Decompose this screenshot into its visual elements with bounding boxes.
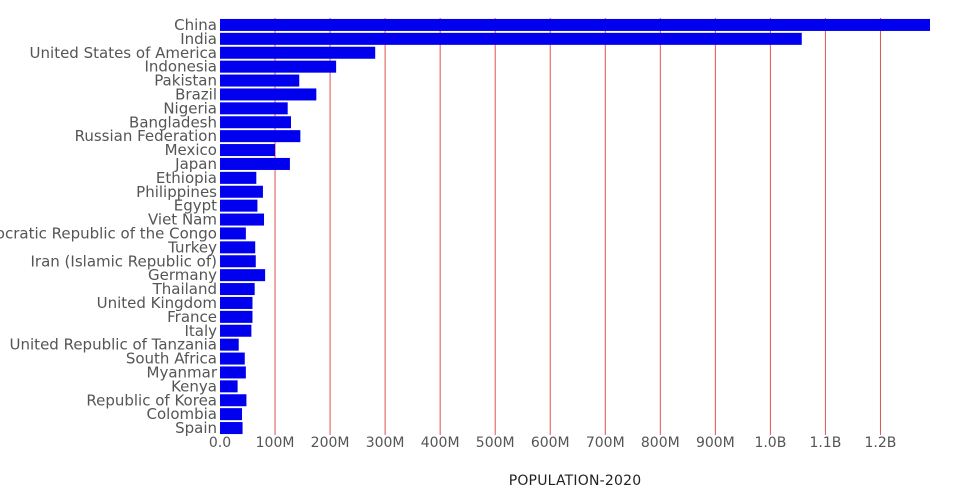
category-label: Thailand [152,280,217,298]
category-label: Myanmar [147,363,218,381]
x-tick-label: 900M [696,435,735,451]
category-label: Turkey [167,238,217,256]
bar [220,366,246,379]
category-label: Brazil [175,85,217,103]
x-tick-label: 600M [531,435,570,451]
category-label: Germany [148,266,217,284]
category-label: Colombia [147,405,218,423]
bar [220,213,265,226]
x-tick-label: 800M [641,435,680,451]
x-axis-title: POPULATION-2020 [509,473,642,489]
x-tick-label: 1.0B [754,435,786,451]
bar [220,408,243,421]
category-label: Democratic Republic of the Congo [0,224,217,242]
x-tick-label: 500M [476,435,515,451]
category-label: France [167,308,217,326]
bar [220,18,930,31]
x-axis-ticks: 0.0 100M 200M 300M 400M 500M 600M 700M 800M 900M 1… [209,435,897,451]
x-tick-label: 400M [421,435,460,451]
category-label: United States of America [30,44,217,62]
bar [220,102,288,115]
category-label: Bangladesh [129,113,217,131]
category-label: Egypt [174,197,217,215]
category-label: China [174,16,217,34]
category-label: Japan [174,155,217,173]
bar [220,352,245,365]
category-label: Viet Nam [148,211,217,229]
bar [220,199,258,212]
category-label: Mexico [165,141,217,159]
x-tick-label: 300M [366,435,405,451]
category-label: India [180,30,217,48]
category-label: Iran (Islamic Republic of) [31,252,218,270]
x-tick-label: 1.2B [865,435,897,451]
x-tick-label: 700M [586,435,625,451]
bar [220,422,243,435]
bar [220,338,239,351]
bar [220,394,247,407]
bar [220,380,238,393]
bar [220,157,290,170]
x-tick-label: 100M [256,435,295,451]
bar [220,185,263,198]
category-label: Spain [175,419,217,437]
x-tick-label: 0.0 [209,435,231,451]
category-label: Russian Federation [75,127,217,145]
bar [220,144,276,157]
category-label: Philippines [136,183,217,201]
category-label: Republic of Korea [86,391,217,409]
bar [220,324,252,337]
category-label: Nigeria [163,99,217,117]
bar [220,241,256,254]
bar [220,269,266,282]
x-tick-label: 200M [311,435,350,451]
category-label: South Africa [126,350,217,368]
category-label: Indonesia [144,58,217,76]
category-label: United Republic of Tanzania [10,336,217,354]
bar [220,255,256,268]
bar [220,227,246,240]
gridlines [274,18,881,435]
bar [220,296,253,309]
category-label: Kenya [171,377,217,395]
category-label: Pakistan [154,72,217,90]
x-tick-label: 1.1B [809,435,841,451]
bar [220,283,255,296]
category-label: Italy [184,322,217,340]
bar [220,74,300,87]
bar [220,116,291,129]
bar [220,88,317,101]
bar [220,171,257,184]
category-label: United Kingdom [97,294,217,312]
bar [220,60,337,73]
bars [220,18,930,435]
bar [220,130,301,143]
bar [220,46,376,59]
bar [220,32,802,45]
bar [220,310,253,323]
category-label: Ethiopia [156,169,217,187]
